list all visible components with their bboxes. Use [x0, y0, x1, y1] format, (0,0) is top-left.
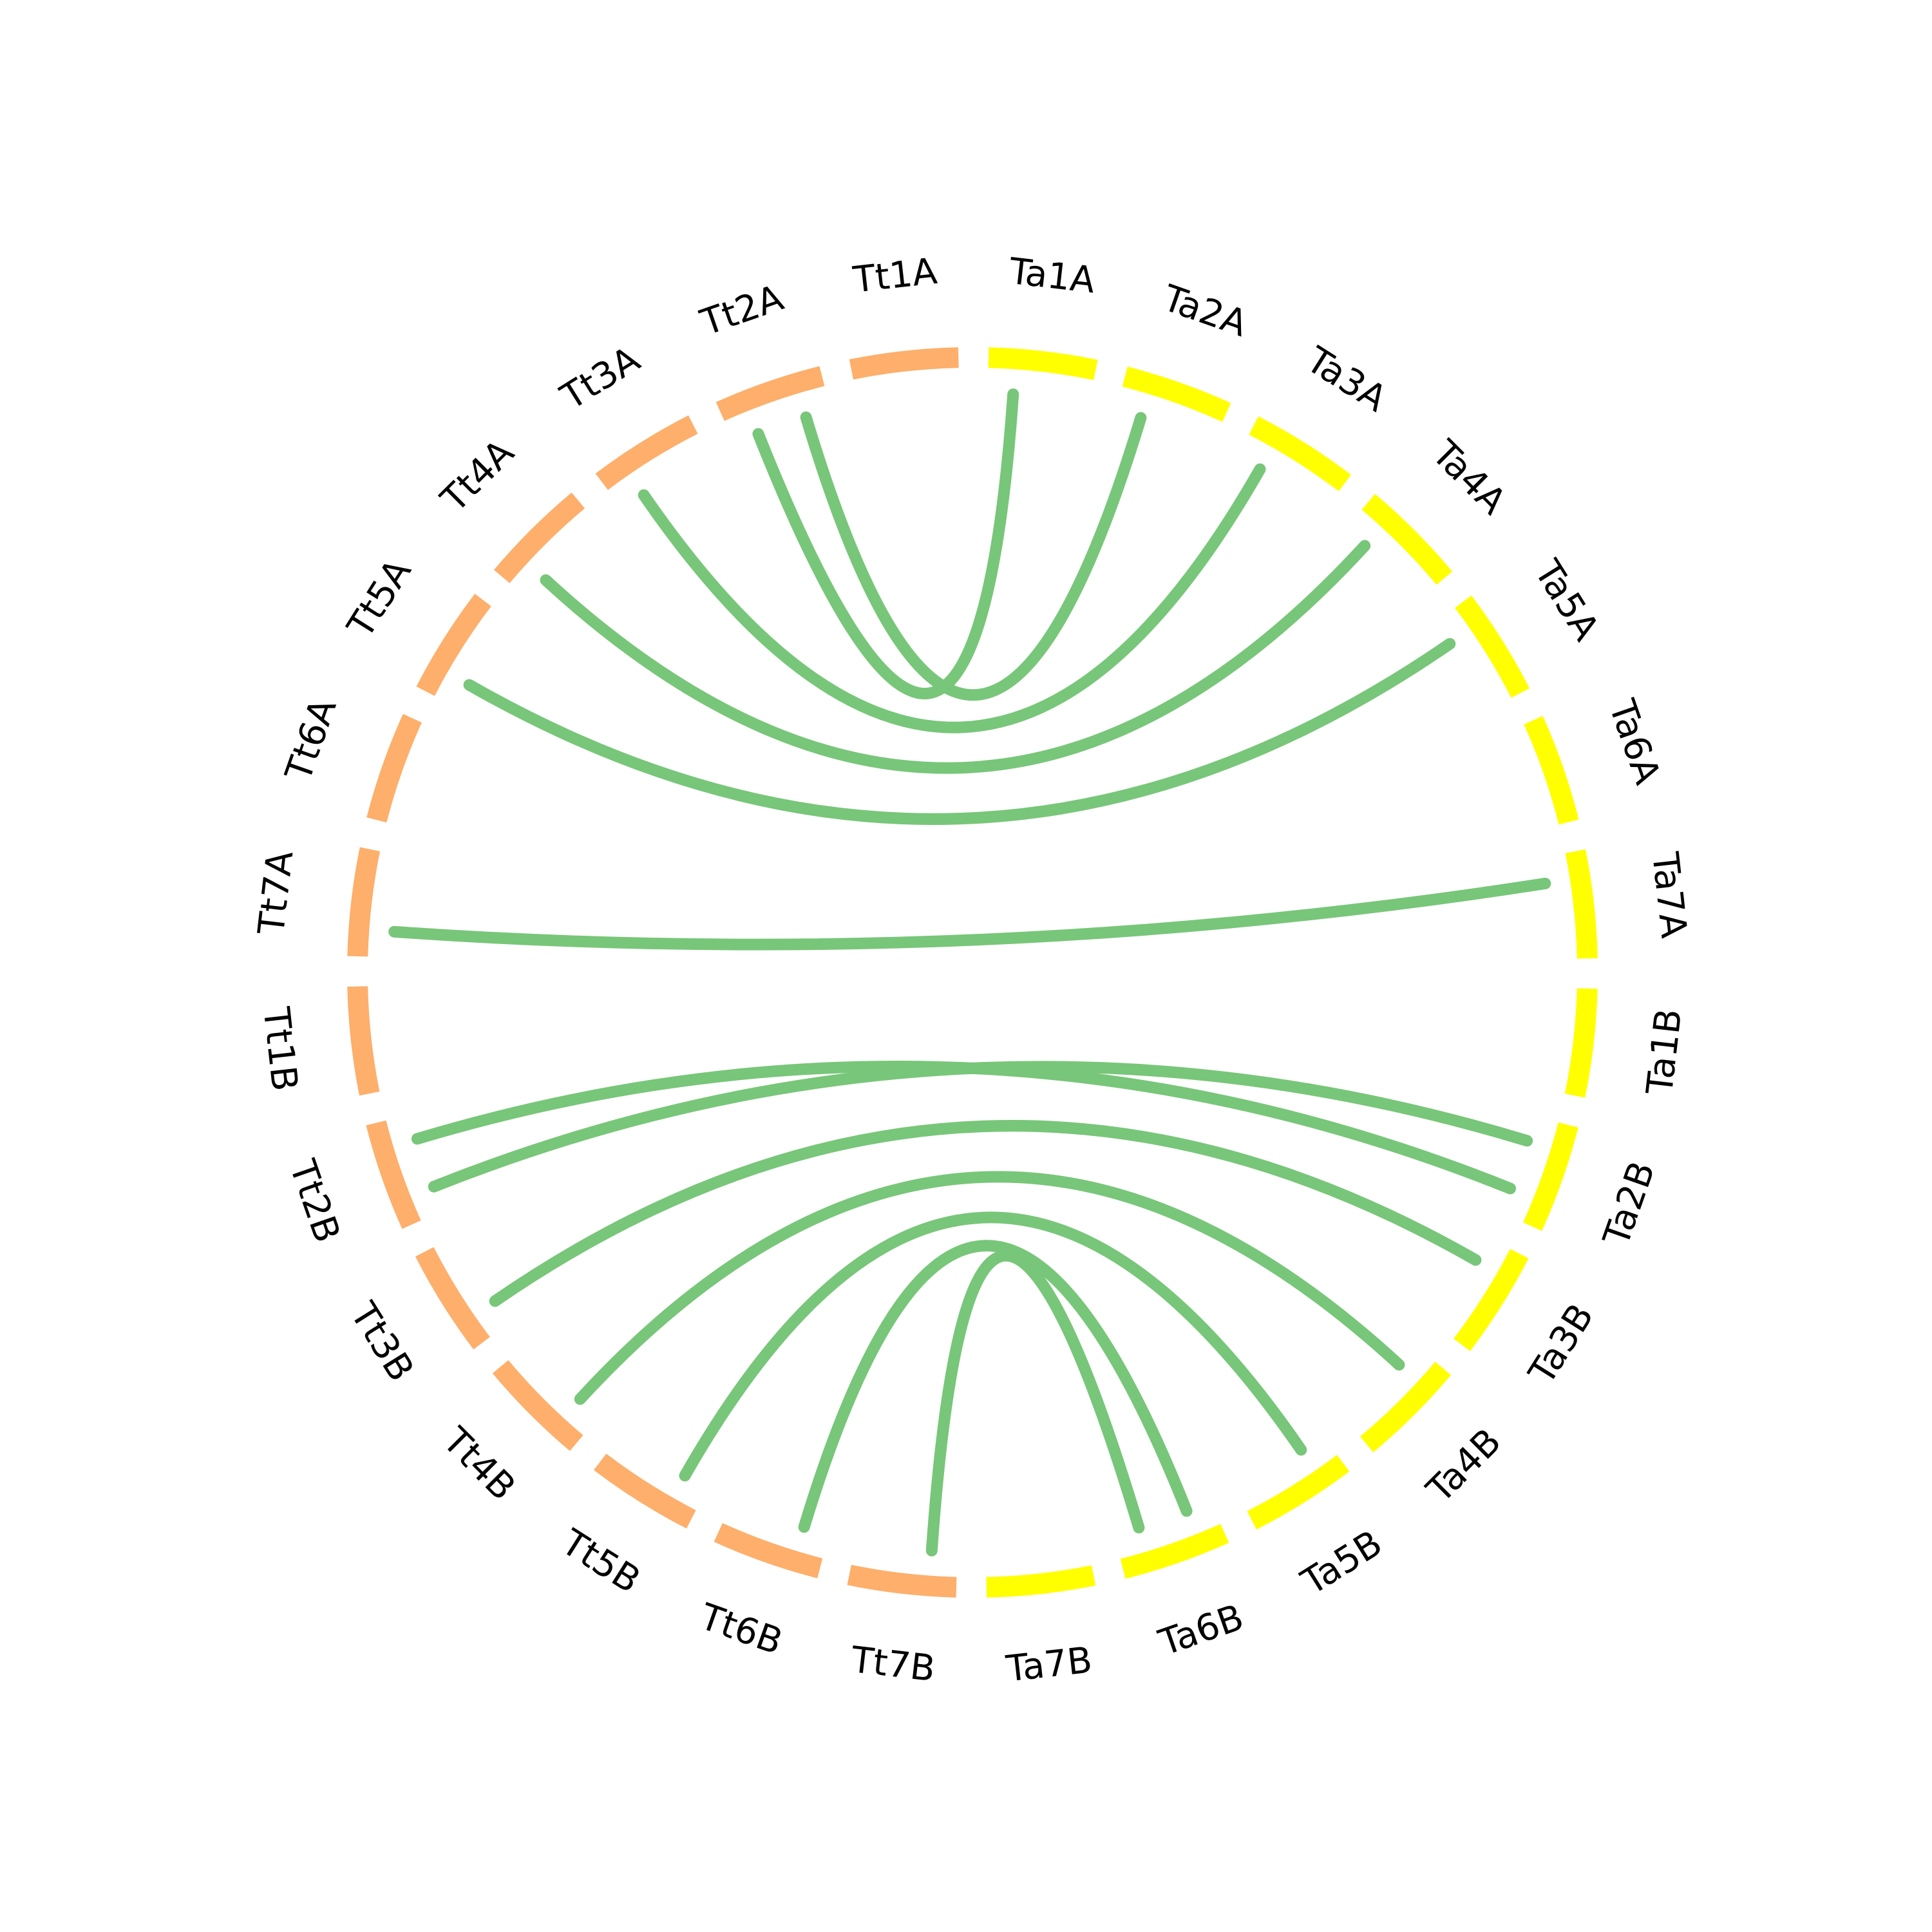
segment-ta6b — [1120, 1524, 1229, 1579]
label-tt7a: Tt7A — [251, 849, 301, 938]
segment-ta4a — [1361, 493, 1453, 585]
segment-tt6b — [714, 1523, 823, 1578]
segment-tt2a — [715, 366, 825, 421]
link-tt4b-ta4b-9 — [574, 1171, 1405, 1405]
segment-tt6a — [366, 714, 422, 823]
segment-ta5a — [1455, 595, 1530, 698]
segment-ta3b — [1454, 1249, 1529, 1351]
segment-ta2b — [1523, 1122, 1578, 1231]
segment-tt5a — [416, 594, 491, 696]
segment-tt1a — [849, 347, 959, 380]
segment-ta1b — [1564, 988, 1598, 1098]
label-ta7a: Ta7A — [1643, 849, 1694, 940]
segment-ta5b — [1247, 1455, 1350, 1530]
label-tt1b: Tt1B — [254, 1005, 305, 1094]
link-tt2a-ta2a-1 — [800, 411, 1147, 701]
segment-ta3a — [1249, 416, 1351, 491]
link-tt3a-ta3a-2 — [638, 463, 1266, 734]
segment-tt2b — [366, 1120, 421, 1229]
link-tt2b-ta2b-7 — [411, 1060, 1517, 1195]
link-tt4a-ta4a-3 — [540, 540, 1371, 774]
label-tt2a: Tt2A — [695, 277, 788, 344]
label-tt4a: Tt4A — [433, 431, 522, 521]
link-tt7b-ta6b-12 — [925, 1249, 1145, 1557]
link-tt5b-ta5b-10 — [679, 1211, 1307, 1482]
link-tt3b-ta3b-8 — [489, 1120, 1482, 1307]
label-ta3b: Ta3B — [1520, 1296, 1602, 1392]
segment-ta1a — [988, 347, 1098, 381]
label-ta1a: Ta1A — [1007, 251, 1097, 302]
label-ta2b: Ta2B — [1595, 1156, 1663, 1251]
label-ta3a: Ta3A — [1298, 339, 1394, 421]
label-tt6b: Tt6B — [694, 1596, 788, 1663]
synteny-links — [388, 388, 1551, 1557]
segment-ta7a — [1565, 849, 1598, 959]
segment-ta6a — [1524, 715, 1579, 825]
chromosome-segments — [347, 347, 1598, 1598]
link-tt7a-ta7a-5 — [388, 877, 1551, 951]
link-tt5a-ta5a-4 — [463, 638, 1456, 825]
label-ta5b: Ta5B — [1294, 1522, 1389, 1604]
segment-tt4a — [493, 492, 585, 583]
label-ta6a: Ta6A — [1600, 694, 1669, 790]
segment-tt7b — [847, 1564, 957, 1598]
segment-ta2a — [1122, 366, 1231, 422]
label-tt7b: Tt7B — [849, 1639, 938, 1690]
label-tt3a: Tt3A — [553, 338, 647, 419]
segment-tt5b — [594, 1454, 696, 1529]
link-tt6b-ta6b-11 — [798, 1240, 1193, 1533]
label-tt4b: Tt4B — [434, 1419, 524, 1509]
label-tt1a: Tt1A — [851, 251, 939, 301]
segment-tt1b — [347, 986, 380, 1096]
label-ta4b: Ta4B — [1419, 1421, 1510, 1511]
label-ta6b: Ta6B — [1153, 1596, 1249, 1665]
label-tt5a: Tt5A — [339, 552, 420, 646]
label-tt5b: Tt5B — [554, 1521, 648, 1602]
label-ta1b: Ta1B — [1639, 1007, 1690, 1097]
segment-ta4b — [1359, 1361, 1452, 1453]
label-ta7b: Ta7B — [1003, 1639, 1094, 1690]
label-tt2b: Tt2B — [281, 1154, 348, 1247]
label-tt3b: Tt3B — [342, 1295, 422, 1389]
link-tt2a-ta1a-0 — [752, 388, 1019, 699]
label-ta4a: Ta4A — [1423, 432, 1514, 523]
label-tt6a: Tt6A — [278, 694, 345, 787]
segment-tt7a — [347, 847, 381, 957]
label-ta2a: Ta2A — [1157, 277, 1253, 345]
segment-tt3a — [595, 415, 698, 490]
segment-ta7b — [986, 1565, 1096, 1598]
label-ta5a: Ta5A — [1526, 553, 1607, 648]
segment-tt4b — [492, 1359, 583, 1452]
segment-tt3b — [415, 1247, 490, 1350]
